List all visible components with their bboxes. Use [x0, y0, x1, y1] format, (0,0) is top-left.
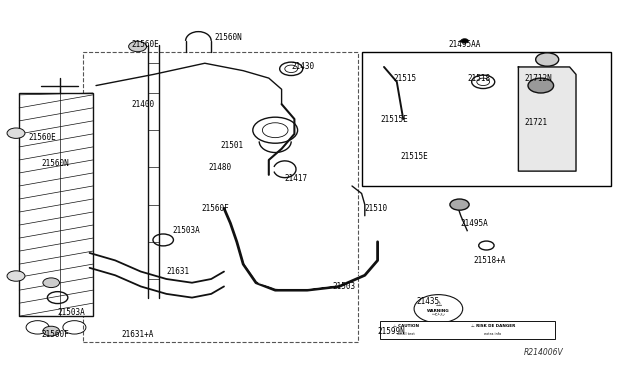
Text: 21480: 21480	[208, 163, 231, 172]
Text: 21515E: 21515E	[381, 115, 408, 124]
Text: 21518+A: 21518+A	[474, 256, 506, 265]
FancyBboxPatch shape	[380, 321, 555, 339]
Text: 21560F: 21560F	[202, 204, 229, 213]
Polygon shape	[518, 67, 576, 171]
Circle shape	[129, 41, 147, 52]
Text: 21400: 21400	[131, 100, 154, 109]
Text: 21560N: 21560N	[214, 33, 242, 42]
Circle shape	[7, 128, 25, 138]
Text: 21712N: 21712N	[525, 74, 552, 83]
Text: 21631+A: 21631+A	[122, 330, 154, 339]
Text: 21721: 21721	[525, 118, 548, 127]
Text: 21560F: 21560F	[42, 330, 69, 339]
Text: 21495AA: 21495AA	[448, 40, 481, 49]
Text: 21503A: 21503A	[173, 226, 200, 235]
Text: 21503: 21503	[333, 282, 356, 291]
Circle shape	[528, 78, 554, 93]
Bar	[362, 52, 611, 186]
Text: 21631: 21631	[166, 267, 189, 276]
Circle shape	[414, 295, 463, 323]
Text: 21495A: 21495A	[461, 219, 488, 228]
Text: extra info: extra info	[484, 332, 501, 336]
Text: WARNING: WARNING	[427, 309, 450, 312]
Text: R214006V: R214006V	[524, 348, 563, 357]
Circle shape	[43, 326, 60, 336]
Circle shape	[536, 53, 559, 66]
Text: 21435: 21435	[416, 297, 439, 306]
Text: 21430: 21430	[291, 62, 314, 71]
FancyBboxPatch shape	[19, 93, 93, 316]
Text: ⚠: ⚠	[435, 301, 442, 307]
Text: 21515: 21515	[394, 74, 417, 83]
Circle shape	[7, 271, 25, 281]
Text: ⚠ CAUTION: ⚠ CAUTION	[394, 324, 419, 328]
Text: 21503A: 21503A	[58, 308, 85, 317]
Circle shape	[450, 199, 469, 210]
Text: 21510: 21510	[365, 204, 388, 213]
Text: 21560N: 21560N	[42, 159, 69, 168]
Text: 21518: 21518	[467, 74, 490, 83]
Text: تحذير: تحذير	[431, 313, 445, 317]
Text: small text: small text	[397, 332, 415, 336]
Text: ⚠ RISK DE DANGER: ⚠ RISK DE DANGER	[470, 324, 515, 328]
Text: 21501: 21501	[221, 141, 244, 150]
Circle shape	[43, 278, 60, 288]
Text: 21560E: 21560E	[29, 133, 56, 142]
Text: 21417: 21417	[285, 174, 308, 183]
Text: 21560E: 21560E	[131, 40, 159, 49]
Circle shape	[461, 39, 468, 43]
Text: 21515E: 21515E	[400, 152, 428, 161]
Text: 21599N: 21599N	[378, 327, 405, 336]
